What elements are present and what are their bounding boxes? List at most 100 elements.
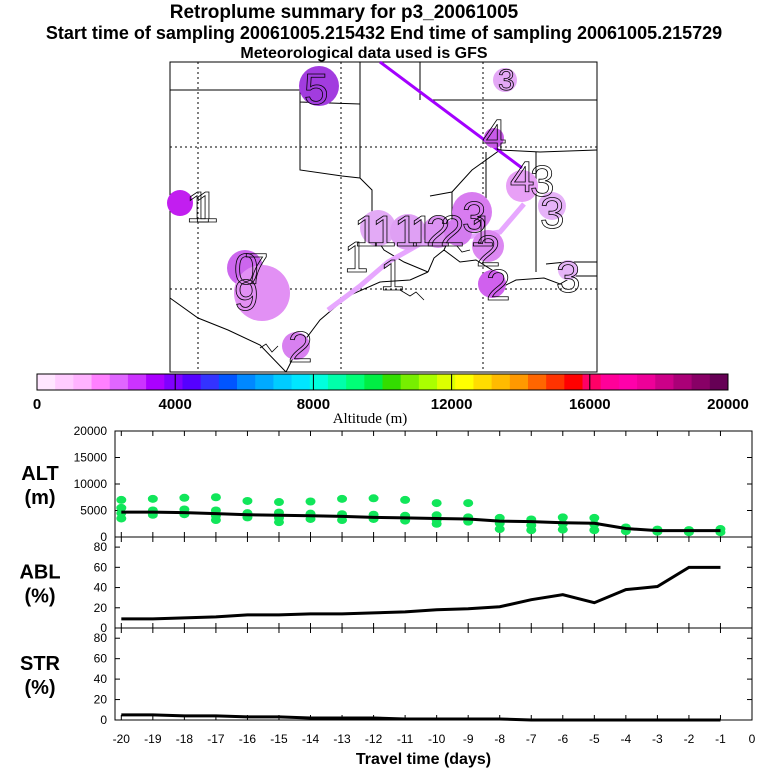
map-day-label: 1 [410,207,434,256]
colorbar-swatch [691,374,711,390]
x-tick-label: -2 [684,732,695,746]
plume-blob [493,68,517,92]
colorbar-swatch [146,374,165,390]
x-tick-label: -15 [270,732,288,746]
particle-point [147,494,158,503]
x-tick-label: -6 [557,732,568,746]
series-line [121,510,721,533]
colorbar-swatch [709,374,729,390]
plume-blobs [167,66,578,360]
colorbar-swatch [255,374,274,390]
map-day-label: 4 [510,153,534,202]
colorbar-swatch [600,374,620,390]
colorbar-swatch [327,374,347,390]
plume-blob [478,270,506,298]
particle-point [273,518,284,527]
y-tick-label: 0 [100,621,107,635]
particle-point [116,495,127,504]
plume-blob [167,190,193,216]
map-day-label: 2 [486,261,510,310]
particle-point [557,513,568,522]
colorbar-swatch [37,374,56,390]
particle-point [210,493,221,502]
map-day-label: 3 [530,157,554,206]
chart-title: Retroplume summary for p3_20061005 [169,2,519,23]
map-day-label: 9 [234,271,258,320]
y-tick-label: 60 [94,652,108,666]
x-axis-label: Travel time (days) [356,751,491,768]
y-tick-label: 5000 [80,504,107,518]
particle-point [526,526,537,535]
map-day-label: 1 [354,207,378,256]
x-tick-label: -17 [207,732,225,746]
colorbar-ticks: 0 4000 8000 12000 16000 20000 [33,374,749,413]
x-tick-label: -11 [397,732,414,746]
chart-panel-abl: 0 20 40 60 80 ABL(%) [19,536,753,635]
colorbar-swatch [618,374,638,390]
panel-unit: (m) [24,487,55,509]
colorbar-swatch [127,374,147,390]
colorbar-swatch [546,374,565,390]
map-day-label: 4 [482,111,506,160]
x-tick-label: -13 [333,732,351,746]
colorbar-tick-label: 12000 [431,396,473,413]
plume-blob [282,332,310,360]
y-tick-label: 80 [94,631,108,645]
map-day-label: 1 [344,233,368,282]
series-line [121,713,721,722]
colorbar-swatch [182,374,202,390]
series-line [121,565,721,621]
plume-blob [538,192,566,220]
map-day-label: 3 [462,193,486,242]
particle-point [557,525,568,534]
particle-point [116,514,127,523]
particle-point [400,495,411,504]
particle-point [463,499,474,508]
colorbar-tick-label: 4000 [159,396,192,413]
colorbar-swatch [437,374,456,390]
met-data-line: Meteorological data used is GFS [240,45,488,62]
x-tick-label: -9 [463,732,474,746]
colorbar-swatch [509,374,529,390]
x-tick-label: -12 [365,732,383,746]
colorbar-swatch [73,374,92,390]
x-tick-label: -4 [621,732,632,746]
colorbar-tick-label: 16000 [569,396,611,413]
y-tick-label: 20000 [74,424,108,438]
particle-point [494,525,505,534]
colorbar-swatch [455,374,474,390]
plume-blob [484,128,504,148]
particle-point [337,516,348,525]
colorbar-tick-label: 0 [33,396,41,413]
map-day-label: 3 [556,253,580,302]
charts: 05000100001500020000ALT(m)020406080ABL(%… [19,424,755,768]
plume-blob [558,260,578,280]
map-day-label: 5 [304,65,328,114]
plume-path-upper [379,60,523,170]
x-tick-label: -14 [302,732,320,746]
colorbar-swatch [55,374,74,390]
x-tick-label: -1 [715,732,726,746]
map-day-label: 1 [470,207,494,256]
x-tick-label: -5 [589,732,600,746]
particle-point [368,494,379,503]
plume-blob [360,210,396,246]
y-tick-label: 10000 [74,477,108,491]
map-day-label: 1 [394,207,418,256]
particle-point [589,526,600,535]
colorbar-swatch [364,374,383,390]
map-day-label: 3 [498,64,515,97]
y-tick-label: 40 [94,672,108,686]
colorbar-swatch [346,374,365,390]
particle-point [431,519,442,528]
particle-point [179,493,190,502]
panel-unit: (%) [24,586,55,608]
colorbar-swatch [91,374,111,390]
colorbar-swatch [418,374,438,390]
colorbar-swatch [582,374,602,390]
colorbar-swatch [473,374,493,390]
map-day-label: 2 [476,227,500,276]
